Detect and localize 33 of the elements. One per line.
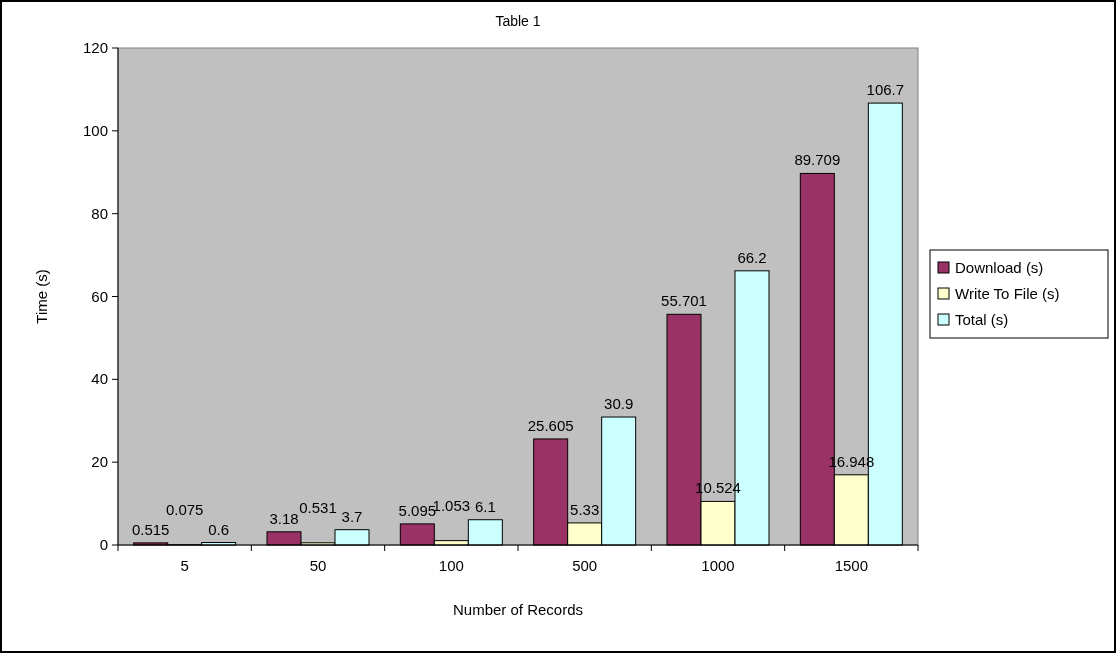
data-label: 0.075	[165, 500, 204, 518]
x-tick-label: 1500	[834, 557, 869, 574]
y-tick-label: 20	[91, 453, 108, 471]
x-tick-label: 500	[572, 557, 598, 574]
y-tick-label: 100	[82, 121, 108, 139]
data-label: 3.18	[269, 509, 299, 527]
data-label: 55.701	[661, 292, 707, 310]
x-tick-label: 5	[180, 557, 189, 574]
legend-label: Total (s)	[955, 311, 1009, 328]
x-tick-label: 100	[438, 557, 464, 574]
data-label: 3.7	[341, 507, 363, 525]
y-axis-title: Time (s)	[33, 269, 50, 324]
data-label: 0.6	[208, 520, 230, 538]
data-label: 0.515	[131, 520, 170, 538]
data-label: 89.709	[794, 151, 841, 169]
data-label: 25.605	[527, 416, 574, 434]
data-label: 106.7	[866, 81, 905, 99]
legend-label: Write To File (s)	[955, 285, 1060, 302]
y-tick-label: 60	[91, 287, 108, 305]
chart-title: Table 1	[495, 13, 541, 29]
data-label: 66.2	[737, 248, 767, 266]
data-label: 30.9	[604, 395, 634, 413]
y-tick-label: 0	[99, 536, 108, 553]
x-tick-label: 50	[309, 557, 327, 574]
data-label: 5.33	[570, 500, 600, 518]
y-tick-label: 120	[82, 39, 108, 56]
data-label: 6.1	[474, 497, 496, 515]
legend-label: Download (s)	[955, 259, 1044, 276]
y-tick-label: 80	[91, 204, 108, 222]
y-tick-label: 40	[91, 370, 108, 388]
x-tick-label: 1000	[701, 557, 735, 574]
data-label: 0.531	[299, 498, 337, 516]
x-axis-title: Number of Records	[452, 601, 584, 618]
